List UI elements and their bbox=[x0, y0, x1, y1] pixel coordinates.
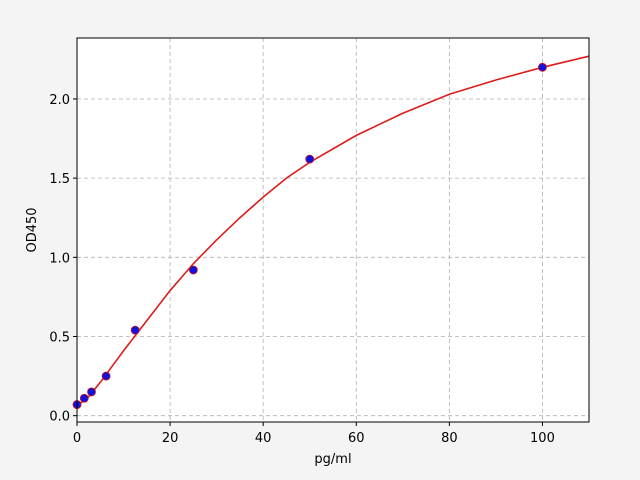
x-tick-label: 60 bbox=[348, 431, 365, 446]
data-point bbox=[79, 393, 89, 403]
fit-curve bbox=[76, 55, 590, 407]
x-axis-label: pg/ml bbox=[314, 452, 351, 467]
y-tick-label: 0.5 bbox=[49, 330, 70, 345]
x-tick-label: 100 bbox=[530, 431, 555, 446]
y-tick-label: 0.0 bbox=[49, 410, 70, 425]
x-tick-label: 80 bbox=[441, 431, 458, 446]
data-point bbox=[101, 371, 111, 381]
plot-frame bbox=[76, 37, 590, 423]
data-point bbox=[87, 387, 96, 397]
x-tick-label: 20 bbox=[162, 431, 179, 446]
data-point bbox=[305, 154, 315, 164]
plot-area bbox=[77, 38, 589, 422]
x-tick-label: 40 bbox=[255, 431, 272, 446]
y-tick-label: 2.0 bbox=[49, 93, 70, 108]
y-axis-label: OD450 bbox=[25, 207, 40, 252]
x-tick-label: 0 bbox=[73, 431, 81, 446]
data-point bbox=[130, 325, 140, 335]
y-tick-label: 1.0 bbox=[49, 251, 70, 266]
data-point bbox=[188, 265, 198, 275]
y-tick-label: 1.5 bbox=[49, 172, 70, 187]
data-point bbox=[538, 62, 547, 72]
